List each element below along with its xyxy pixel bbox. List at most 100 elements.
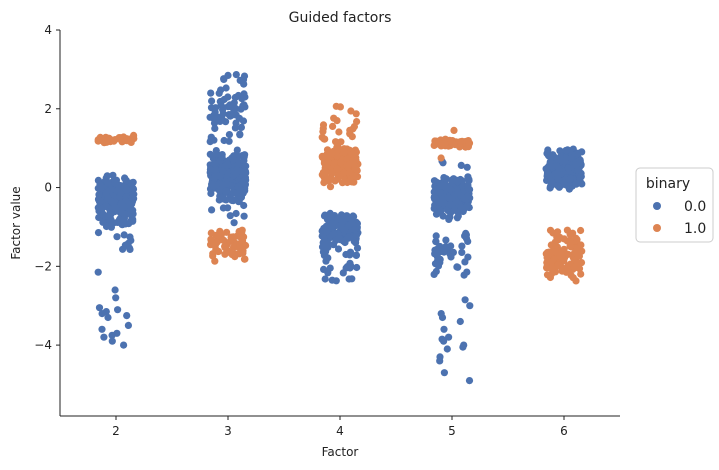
data-point-binary-1.0 <box>344 161 352 169</box>
data-point-binary-0.0 <box>432 267 440 276</box>
data-point-binary-0.0 <box>465 175 473 183</box>
data-point-binary-0.0 <box>224 93 232 101</box>
data-point-binary-0.0 <box>238 95 246 103</box>
data-point-binary-1.0 <box>556 250 564 258</box>
data-point-binary-0.0 <box>430 177 439 185</box>
data-point-binary-0.0 <box>328 276 336 284</box>
data-point-binary-0.0 <box>236 186 244 194</box>
legend-title: binary <box>646 176 690 192</box>
data-point-binary-0.0 <box>322 227 330 236</box>
data-point-binary-1.0 <box>318 171 326 179</box>
data-point-binary-0.0 <box>322 248 330 256</box>
data-point-binary-0.0 <box>466 302 474 310</box>
data-point-binary-1.0 <box>544 250 552 258</box>
data-point-binary-0.0 <box>453 177 461 185</box>
data-point-binary-0.0 <box>556 147 564 155</box>
data-point-binary-0.0 <box>432 232 440 240</box>
legend: binary 0.0 1.0 <box>635 167 714 243</box>
data-point-binary-1.0 <box>328 169 336 177</box>
data-point-binary-1.0 <box>564 250 572 258</box>
data-point-binary-0.0 <box>127 217 135 225</box>
data-point-binary-0.0 <box>463 163 471 171</box>
data-point-binary-0.0 <box>352 251 360 259</box>
data-point-binary-1.0 <box>326 183 335 191</box>
data-point-binary-0.0 <box>436 357 444 365</box>
data-point-binary-0.0 <box>459 343 467 351</box>
data-point-binary-1.0 <box>215 247 223 256</box>
data-point-binary-0.0 <box>98 325 106 333</box>
data-point-binary-0.0 <box>348 219 356 227</box>
data-point-binary-0.0 <box>547 152 556 160</box>
data-point-binary-0.0 <box>237 105 245 113</box>
data-point-binary-1.0 <box>328 149 336 157</box>
data-point-binary-0.0 <box>211 124 219 133</box>
legend-marker-1 <box>653 224 661 232</box>
data-point-binary-0.0 <box>232 119 240 127</box>
data-point-binary-1.0 <box>554 228 562 236</box>
data-point-binary-0.0 <box>213 150 221 158</box>
data-point-binary-1.0 <box>560 235 568 243</box>
data-point-binary-0.0 <box>565 164 573 172</box>
data-point-binary-1.0 <box>343 155 351 163</box>
data-point-binary-1.0 <box>242 241 250 250</box>
data-point-binary-0.0 <box>240 201 248 210</box>
data-point-binary-0.0 <box>109 171 117 179</box>
x-tick-label: 2 <box>112 424 120 438</box>
data-point-binary-0.0 <box>324 254 332 262</box>
data-point-binary-0.0 <box>461 258 469 266</box>
data-point-binary-0.0 <box>339 269 347 277</box>
data-point-binary-0.0 <box>226 212 234 220</box>
data-point-binary-1.0 <box>239 249 247 257</box>
data-point-binary-1.0 <box>577 270 585 278</box>
data-point-binary-0.0 <box>457 161 465 169</box>
data-point-binary-0.0 <box>99 218 107 226</box>
data-point-binary-1.0 <box>351 165 359 173</box>
data-point-binary-1.0 <box>450 126 458 134</box>
data-point-binary-0.0 <box>210 160 219 168</box>
data-point-binary-0.0 <box>98 310 106 318</box>
data-point-binary-0.0 <box>442 236 450 244</box>
data-point-binary-1.0 <box>320 179 328 187</box>
data-point-binary-0.0 <box>120 341 128 349</box>
data-point-binary-0.0 <box>120 215 128 223</box>
data-point-binary-0.0 <box>334 245 343 253</box>
data-point-binary-1.0 <box>572 277 580 285</box>
data-point-binary-1.0 <box>332 102 340 110</box>
data-point-binary-0.0 <box>350 213 358 221</box>
data-point-binary-0.0 <box>129 184 137 192</box>
data-point-binary-0.0 <box>240 80 248 88</box>
data-point-binary-1.0 <box>319 121 328 129</box>
data-point-binary-1.0 <box>554 261 563 269</box>
data-point-binary-0.0 <box>103 172 111 180</box>
data-point-binary-0.0 <box>126 233 134 241</box>
data-point-binary-0.0 <box>440 369 448 377</box>
data-point-binary-0.0 <box>120 203 128 211</box>
data-point-binary-0.0 <box>97 197 105 206</box>
data-point-binary-0.0 <box>207 133 215 141</box>
data-point-binary-1.0 <box>321 135 329 143</box>
data-point-binary-0.0 <box>432 238 440 246</box>
data-point-binary-1.0 <box>207 229 215 237</box>
data-point-binary-1.0 <box>337 159 345 167</box>
data-point-binary-0.0 <box>565 175 574 184</box>
data-point-binary-0.0 <box>126 202 134 210</box>
data-point-binary-0.0 <box>111 286 119 294</box>
data-point-binary-0.0 <box>351 225 359 233</box>
data-point-binary-0.0 <box>222 187 230 195</box>
data-point-binary-0.0 <box>210 115 218 123</box>
data-point-binary-1.0 <box>330 159 338 167</box>
data-point-binary-0.0 <box>95 304 104 312</box>
data-point-binary-1.0 <box>547 241 555 249</box>
data-point-binary-1.0 <box>227 233 235 241</box>
data-point-binary-0.0 <box>454 212 462 220</box>
data-point-binary-0.0 <box>438 313 447 322</box>
data-point-binary-0.0 <box>232 170 240 178</box>
data-point-binary-0.0 <box>454 189 462 197</box>
data-point-binary-0.0 <box>113 218 121 226</box>
data-point-binary-0.0 <box>442 243 450 251</box>
data-point-binary-1.0 <box>130 131 138 139</box>
data-point-binary-1.0 <box>554 236 563 244</box>
data-point-binary-1.0 <box>229 243 238 251</box>
data-point-binary-0.0 <box>232 209 240 218</box>
